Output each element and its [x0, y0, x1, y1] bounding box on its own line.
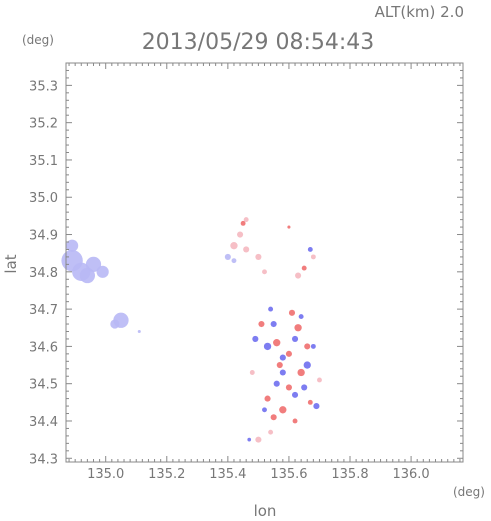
x-unit-label: (deg) — [453, 485, 485, 499]
echo-point-toward-2 — [270, 320, 277, 328]
echo-point-away-4 — [276, 361, 283, 369]
y-tick-label: 34.4 — [29, 415, 58, 430]
echo-point-weak_away-3 — [255, 253, 262, 260]
echo-point-toward-14 — [279, 369, 286, 376]
echo-point-weak_toward-10 — [231, 258, 237, 264]
echo-point-toward-13 — [247, 437, 252, 442]
chart-title: 2013/05/29 08:54:43 — [142, 30, 375, 55]
echo-point-weak_away-6 — [255, 436, 262, 443]
axis-ticks: 135.0 135.2 135.4 135.6 135.8 136.0 34.3 34.4 34… — [29, 62, 463, 482]
echo-point-weak_away-0 — [230, 242, 238, 250]
echo-point-weak_away-9 — [310, 254, 316, 260]
echo-point-away-0 — [258, 320, 265, 328]
echo-point-away-11 — [287, 225, 291, 229]
echo-point-weak_toward-3 — [66, 239, 79, 252]
echo-marks — [61, 217, 322, 443]
echo-point-toward-6 — [310, 343, 316, 349]
echo-point-away-14 — [264, 395, 271, 402]
echo-point-weak_away-2 — [243, 246, 250, 253]
echo-point-away-5 — [297, 368, 305, 377]
echo-point-away-2 — [285, 350, 292, 357]
echo-point-weak_away-7 — [268, 429, 274, 435]
y-tick-label: 34.7 — [29, 303, 58, 318]
y-tick-label: 34.6 — [29, 340, 58, 355]
echo-point-weak_toward-2 — [85, 256, 102, 272]
echo-point-away-1 — [273, 339, 281, 347]
y-axis-label: lat — [2, 254, 20, 273]
echo-point-toward-4 — [291, 335, 299, 342]
echo-point-weak_toward-4 — [96, 265, 109, 278]
echo-point-weak_away-11 — [317, 377, 322, 383]
y-tick-label: 35.3 — [29, 79, 58, 94]
echo-point-weak_away-5 — [262, 269, 267, 275]
echo-point-toward-15 — [268, 306, 274, 312]
x-tick-label: 135.0 — [87, 467, 124, 482]
y-tick-label: 35.1 — [29, 154, 58, 169]
x-tick-label: 136.0 — [392, 467, 429, 482]
echo-point-weak_toward-8 — [137, 329, 141, 334]
altitude-label: ALT(km) 2.0 — [375, 3, 464, 21]
y-tick-label: 34.5 — [29, 378, 58, 393]
echo-point-toward-16 — [301, 384, 308, 391]
echo-point-away-13 — [301, 265, 307, 271]
echo-point-toward-1 — [263, 342, 272, 351]
x-tick-label: 135.6 — [270, 467, 307, 482]
echo-point-away-8 — [270, 414, 277, 421]
x-axis-label: lon — [254, 502, 277, 520]
echo-point-away-15 — [288, 309, 296, 316]
echo-point-weak_away-1 — [237, 231, 244, 238]
echo-point-weak_toward-5 — [79, 267, 96, 284]
x-tick-label: 135.8 — [331, 467, 368, 482]
echo-point-away-9 — [292, 418, 298, 424]
echo-point-away-3 — [294, 324, 302, 332]
echo-point-toward-3 — [279, 354, 286, 361]
echo-point-weak_toward-7 — [110, 319, 120, 329]
echo-point-away-7 — [279, 406, 287, 414]
x-tick-label: 135.4 — [209, 467, 246, 482]
echo-point-weak_away-8 — [295, 272, 302, 279]
y-tick-label: 35.2 — [29, 117, 58, 132]
echo-point-toward-10 — [262, 407, 267, 413]
y-tick-label: 34.9 — [29, 229, 58, 244]
plot-border — [65, 62, 464, 463]
echo-point-toward-12 — [307, 247, 313, 252]
echo-point-toward-5 — [303, 361, 311, 369]
x-tick-label: 135.2 — [148, 467, 185, 482]
echo-point-toward-11 — [298, 314, 304, 320]
echo-point-weak_away-10 — [249, 370, 255, 375]
echo-point-away-6 — [285, 384, 292, 391]
y-tick-label: 35.0 — [29, 191, 58, 206]
echo-point-toward-8 — [291, 391, 299, 398]
y-tick-label: 34.8 — [29, 266, 58, 281]
echo-point-away-12 — [240, 220, 246, 226]
echo-point-away-16 — [307, 399, 313, 405]
echo-point-toward-9 — [313, 403, 320, 410]
echo-point-weak_toward-9 — [224, 253, 231, 260]
echo-point-toward-0 — [252, 335, 259, 342]
echo-point-weak_away-4 — [243, 217, 249, 223]
y-tick-label: 34.3 — [29, 452, 58, 467]
echo-point-toward-7 — [273, 380, 280, 387]
plot-frame — [65, 62, 464, 463]
echo-point-away-10 — [304, 343, 311, 350]
y-unit-label: (deg) — [22, 33, 54, 47]
